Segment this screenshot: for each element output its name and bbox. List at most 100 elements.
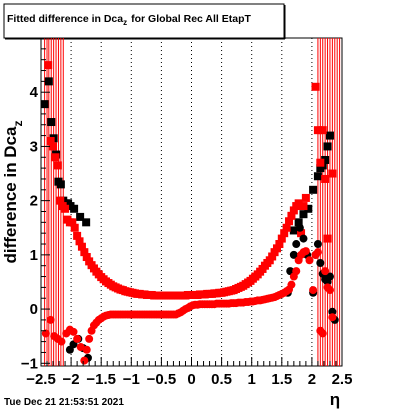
red-circle-point — [325, 286, 334, 295]
red-square-point — [272, 244, 281, 253]
red-square-point — [311, 82, 320, 91]
black-square-point — [325, 131, 334, 140]
chart-title-suffix: for Global Rec All EtapT — [131, 13, 251, 25]
black-square-point — [76, 212, 85, 221]
black-square-point — [294, 218, 303, 227]
red-square-point — [282, 223, 291, 232]
red-square-point — [323, 234, 332, 243]
timestamp: Tue Dec 21 21:53:51 2021 — [4, 397, 124, 408]
red-circle-point — [57, 337, 66, 346]
x-tick-label: 1.5 — [271, 371, 292, 388]
red-square-point — [56, 196, 65, 205]
y-tick-label: 0 — [30, 301, 38, 318]
black-square-point — [309, 185, 318, 194]
red-square-point — [313, 126, 322, 135]
y-tick-label: −1 — [21, 355, 38, 372]
red-circle-point — [287, 280, 296, 289]
red-circle-point — [73, 334, 82, 343]
data-markers — [41, 61, 339, 365]
y-tick-label: 1 — [30, 247, 38, 264]
red-square-point — [280, 229, 289, 238]
red-square-point — [297, 229, 306, 238]
y-axis-title-subscript: z — [11, 121, 25, 127]
black-square-point — [321, 155, 330, 164]
black-square-point — [70, 204, 79, 213]
red-square-point — [75, 237, 84, 246]
chart-title-prefix: Fitted difference in Dca — [7, 13, 123, 25]
black-square-point — [82, 218, 91, 227]
red-square-point — [77, 242, 86, 251]
red-circle-point — [69, 327, 78, 336]
red-square-point — [82, 253, 91, 262]
red-square-point — [289, 206, 298, 215]
y-axis-title-main: difference in Dca — [1, 126, 20, 264]
red-square-point — [287, 211, 296, 220]
red-circle-point — [309, 286, 318, 295]
red-square-point — [275, 240, 284, 249]
title-box-frame — [3, 3, 285, 39]
red-circle-point — [46, 315, 55, 324]
red-square-point — [328, 169, 337, 178]
title-box: Fitted difference in Dcaz for Global Rec … — [3, 3, 286, 40]
y-tick-label: 2 — [30, 193, 38, 210]
x-tick-label: −2 — [63, 371, 80, 388]
red-circle-point — [85, 334, 94, 343]
y-axis-title: difference in Dcaz — [1, 121, 25, 264]
red-square-point — [70, 223, 79, 232]
red-square-point — [318, 126, 327, 135]
y-tick-label: 3 — [30, 138, 38, 155]
red-circle-point — [41, 329, 50, 338]
red-square-point — [316, 158, 325, 167]
chart-title-subscript: z — [123, 18, 127, 27]
red-circle-point — [80, 356, 89, 365]
chart-title: Fitted difference in Dcaz for Global Rec … — [7, 13, 251, 27]
y-tick-labels: −1 0 1 2 3 4 — [21, 84, 39, 372]
black-circle-point — [295, 223, 304, 232]
black-square-point — [41, 100, 49, 109]
red-square-point — [301, 193, 310, 202]
red-square-point — [46, 137, 55, 146]
black-circle-point — [325, 272, 334, 281]
x-tick-label: 1 — [248, 371, 256, 388]
red-square-point — [44, 61, 53, 70]
black-square-point — [313, 172, 322, 181]
red-circle-point — [305, 256, 314, 265]
black-square-point — [323, 142, 332, 151]
x-axis-title: η — [330, 390, 340, 409]
black-circle-point — [299, 234, 308, 243]
x-tick-label: −1 — [123, 371, 140, 388]
red-square-point — [321, 174, 330, 183]
red-circle-point — [318, 329, 327, 338]
y-tick-label: 4 — [30, 84, 39, 101]
black-square-point — [299, 210, 308, 219]
red-square-point — [80, 248, 89, 257]
red-square-point — [299, 202, 308, 211]
black-circle-point — [292, 240, 301, 249]
red-square-point — [51, 153, 60, 162]
red-circle-point — [82, 345, 91, 354]
x-tick-label: 0 — [187, 371, 195, 388]
red-square-point — [277, 234, 286, 243]
red-circle-point — [313, 248, 322, 257]
red-square-point — [49, 142, 58, 151]
black-square-point — [56, 180, 65, 189]
red-circle-point — [301, 247, 310, 256]
red-square-point — [61, 204, 70, 213]
red-square-point — [285, 217, 294, 226]
red-circle-point — [76, 343, 85, 352]
red-circle-point — [292, 267, 301, 276]
red-square-point — [268, 252, 277, 261]
black-square-point — [47, 118, 56, 127]
red-square-point — [68, 218, 77, 227]
x-tick-label: 2 — [308, 371, 316, 388]
x-tick-labels: −2.5 −2 −1.5 −1 −0.5 0 0.5 1 1.5 2 2.5 — [26, 371, 352, 388]
red-square-point — [53, 161, 62, 170]
x-tick-label: −0.5 — [147, 371, 177, 388]
x-tick-label: −2.5 — [26, 371, 56, 388]
red-circle-point — [328, 313, 337, 322]
x-tick-label: 0.5 — [211, 371, 232, 388]
black-circle-point — [316, 258, 325, 267]
black-circle-point — [289, 250, 298, 259]
red-square-point — [73, 231, 82, 240]
